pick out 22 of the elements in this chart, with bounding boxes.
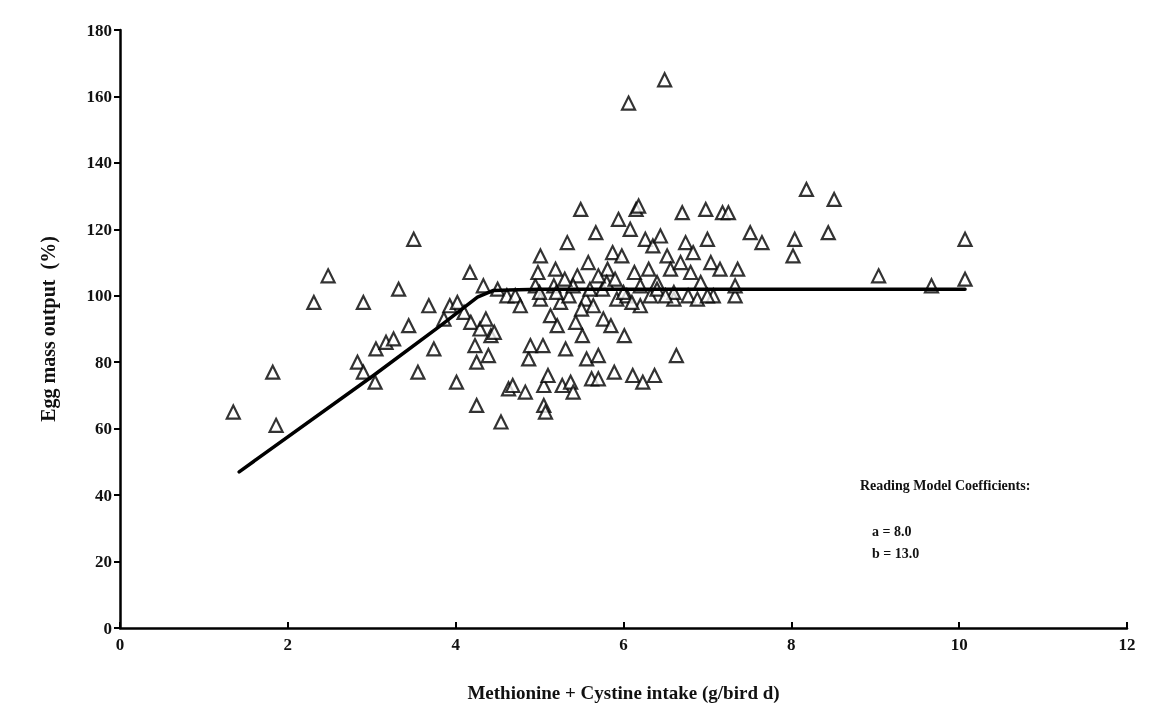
x-tick-label: 0 — [115, 635, 125, 654]
y-tick-label: 100 — [86, 286, 112, 306]
x-tick-label: 10 — [950, 635, 968, 654]
y-tick-label: 60 — [95, 419, 112, 439]
x-tick-label: 4 — [451, 635, 461, 654]
annotation: Reading Model Coefficients: — [860, 477, 1031, 493]
y-tick-label: 40 — [95, 485, 112, 505]
y-axis-title: Egg mass output (%) — [37, 236, 60, 422]
annotation: a = 8.0 — [872, 523, 912, 539]
y-tick-label: 80 — [95, 352, 112, 372]
y-tick-label: 20 — [95, 552, 112, 572]
y-tick-label: 0 — [103, 618, 112, 638]
x-tick-label: 2 — [283, 635, 293, 654]
y-tick-label: 180 — [86, 20, 112, 40]
annotation: b = 13.0 — [872, 545, 920, 561]
y-tick-label: 140 — [86, 153, 112, 173]
y-tick-label: 160 — [86, 86, 112, 106]
y-tick-label: 120 — [86, 219, 112, 239]
x-tick-label: 12 — [1118, 635, 1136, 654]
x-tick-label: 8 — [787, 635, 796, 654]
x-tick-label: 6 — [619, 635, 628, 654]
x-axis-title: Methionine + Cystine intake (g/bird d) — [467, 682, 780, 704]
